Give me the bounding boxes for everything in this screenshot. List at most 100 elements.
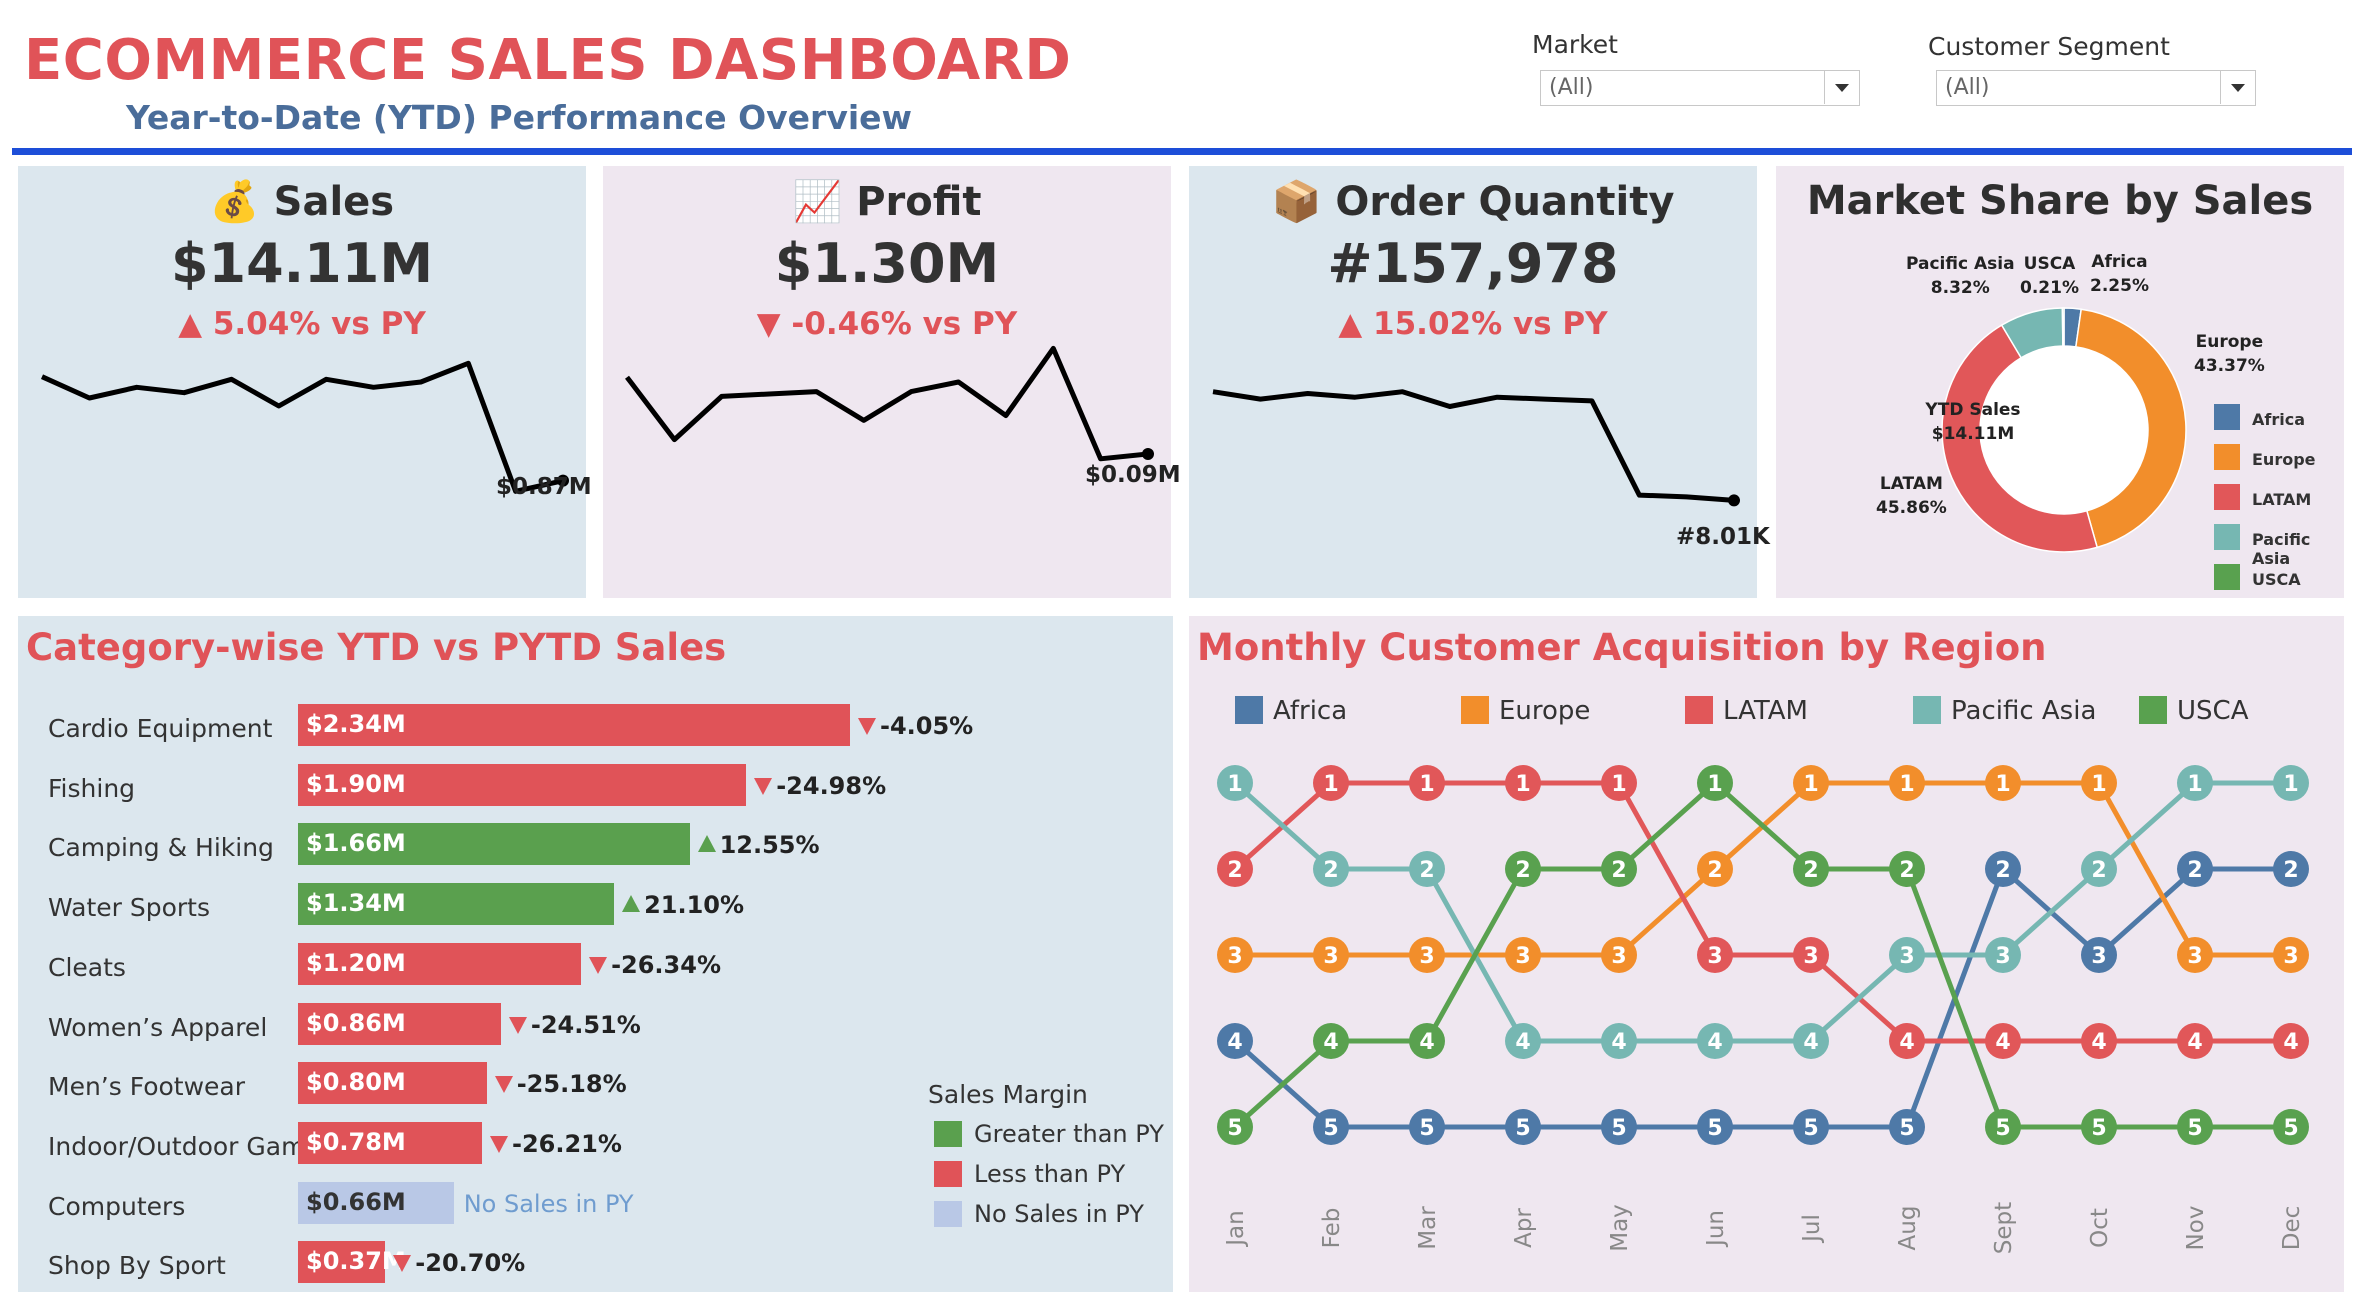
rank-marker[interactable] [1889, 765, 1925, 801]
rank-marker[interactable] [1601, 765, 1637, 801]
category-label: Men’s Footwear [48, 1072, 246, 1102]
rank-marker[interactable] [1985, 765, 2021, 801]
rank-marker-label: 1 [1899, 772, 1914, 797]
rank-marker-label: 2 [2283, 858, 2298, 883]
rank-marker[interactable] [1313, 1109, 1349, 1145]
rank-marker-label: 1 [1803, 772, 1818, 797]
rank-marker[interactable] [1697, 851, 1733, 887]
rank-marker[interactable] [1793, 851, 1829, 887]
rank-marker[interactable] [2273, 851, 2309, 887]
category-bar[interactable]: $0.66M [298, 1181, 454, 1224]
region-chart-title: Monthly Customer Acquisition by Region [1197, 626, 2047, 669]
rank-marker[interactable] [1409, 1023, 1445, 1059]
rank-marker[interactable] [1985, 851, 2021, 887]
category-bar[interactable]: $2.34M [298, 704, 850, 746]
rank-marker[interactable] [1217, 851, 1253, 887]
rank-marker[interactable] [1313, 851, 1349, 887]
sales-trend-end-label: $0.87M [496, 474, 592, 500]
rank-marker[interactable] [1505, 1023, 1541, 1059]
rank-marker[interactable] [2177, 937, 2213, 973]
rank-marker[interactable] [1889, 1109, 1925, 1145]
rank-marker[interactable] [2081, 851, 2117, 887]
series-line-africa[interactable] [1233, 864, 2291, 1130]
rank-marker[interactable] [1505, 765, 1541, 801]
rank-marker[interactable] [1313, 937, 1349, 973]
month-tick-label: Jan [1223, 1210, 1249, 1247]
rank-marker[interactable] [1889, 1023, 1925, 1059]
rank-marker[interactable] [1889, 851, 1925, 887]
rank-marker[interactable] [1409, 765, 1445, 801]
rank-marker[interactable] [1697, 1023, 1733, 1059]
rank-marker[interactable] [1601, 851, 1637, 887]
rank-marker[interactable] [1601, 1109, 1637, 1145]
rank-marker[interactable] [1793, 1023, 1829, 1059]
rank-marker[interactable] [1793, 1109, 1829, 1145]
rank-marker[interactable] [1217, 1023, 1253, 1059]
rank-marker-label: 4 [2187, 1030, 2202, 1055]
rank-marker[interactable] [1217, 765, 1253, 801]
category-bar[interactable]: $1.34M [298, 883, 615, 926]
rank-marker[interactable] [2081, 937, 2117, 973]
sales-sparkline [40, 360, 569, 494]
rank-marker[interactable] [2081, 765, 2117, 801]
rank-marker[interactable] [1889, 937, 1925, 973]
rank-marker[interactable] [1985, 1023, 2021, 1059]
chevron-down-icon[interactable] [2220, 71, 2255, 104]
rank-marker[interactable] [1601, 937, 1637, 973]
series-line-latam[interactable] [1233, 780, 2291, 1044]
rank-marker[interactable] [2273, 1023, 2309, 1059]
profit-kpi-header: 📈 Profit [603, 178, 1171, 225]
rank-marker[interactable] [1985, 1109, 2021, 1145]
rank-marker[interactable] [1985, 937, 2021, 973]
rank-marker-label: 2 [1227, 858, 1242, 883]
rank-marker[interactable] [1697, 765, 1733, 801]
category-bar[interactable]: $0.37M [298, 1241, 406, 1284]
orders-trend-end-label: #8.01K [1676, 524, 1770, 550]
category-bar[interactable]: $0.86M [298, 1002, 501, 1045]
rank-marker[interactable] [2177, 765, 2213, 801]
rank-marker[interactable] [1697, 937, 1733, 973]
segment-filter-dropdown[interactable]: (All) [1936, 70, 2256, 106]
series-line-pacific-asia[interactable] [1233, 780, 2291, 1044]
category-bar[interactable]: $0.78M [298, 1121, 482, 1164]
rank-marker[interactable] [1409, 1109, 1445, 1145]
rank-marker-label: 1 [2091, 772, 2106, 797]
rank-marker[interactable] [1793, 765, 1829, 801]
rank-marker[interactable] [1697, 1109, 1733, 1145]
category-bar[interactable]: $0.80M [298, 1062, 487, 1105]
money-bag-icon: 💰 [209, 179, 260, 225]
rank-marker[interactable] [2273, 937, 2309, 973]
rank-marker-label: 1 [1419, 772, 1434, 797]
rank-marker[interactable] [2177, 1109, 2213, 1145]
rank-marker[interactable] [1793, 937, 1829, 973]
chart-up-icon: 📈 [792, 179, 843, 225]
rank-marker[interactable] [1217, 1109, 1253, 1145]
region-legend-label-africa: Africa [1273, 696, 1348, 726]
rank-marker[interactable] [2273, 765, 2309, 801]
category-bar[interactable]: $1.20M [298, 942, 582, 985]
rank-marker[interactable] [2273, 1109, 2309, 1145]
rank-marker[interactable] [1313, 1023, 1349, 1059]
rank-marker-label: 5 [1227, 1116, 1242, 1141]
profit-kpi-label: Profit [856, 179, 982, 225]
rank-marker[interactable] [1409, 851, 1445, 887]
donut-slice-usca[interactable] [2061, 307, 2065, 347]
market-filter-dropdown[interactable]: (All) [1540, 70, 1860, 106]
rank-marker[interactable] [1409, 937, 1445, 973]
rank-marker[interactable] [1505, 851, 1541, 887]
rank-marker[interactable] [2177, 1023, 2213, 1059]
category-bar[interactable]: $1.66M [298, 823, 690, 866]
rank-marker[interactable] [1313, 765, 1349, 801]
rank-marker[interactable] [2081, 1109, 2117, 1145]
rank-marker[interactable] [1601, 1023, 1637, 1059]
rank-marker[interactable] [2081, 1023, 2117, 1059]
category-bar[interactable]: $1.90M [298, 763, 747, 806]
chevron-down-icon[interactable] [1824, 71, 1859, 104]
rank-marker[interactable] [1505, 937, 1541, 973]
rank-marker[interactable] [1505, 1109, 1541, 1145]
rank-marker[interactable] [2177, 851, 2213, 887]
region-legend-label-europe: Europe [1499, 696, 1591, 726]
rank-marker[interactable] [1217, 937, 1253, 973]
bar-value-label: $1.34M [306, 889, 406, 918]
package-icon: 📦 [1271, 179, 1322, 225]
